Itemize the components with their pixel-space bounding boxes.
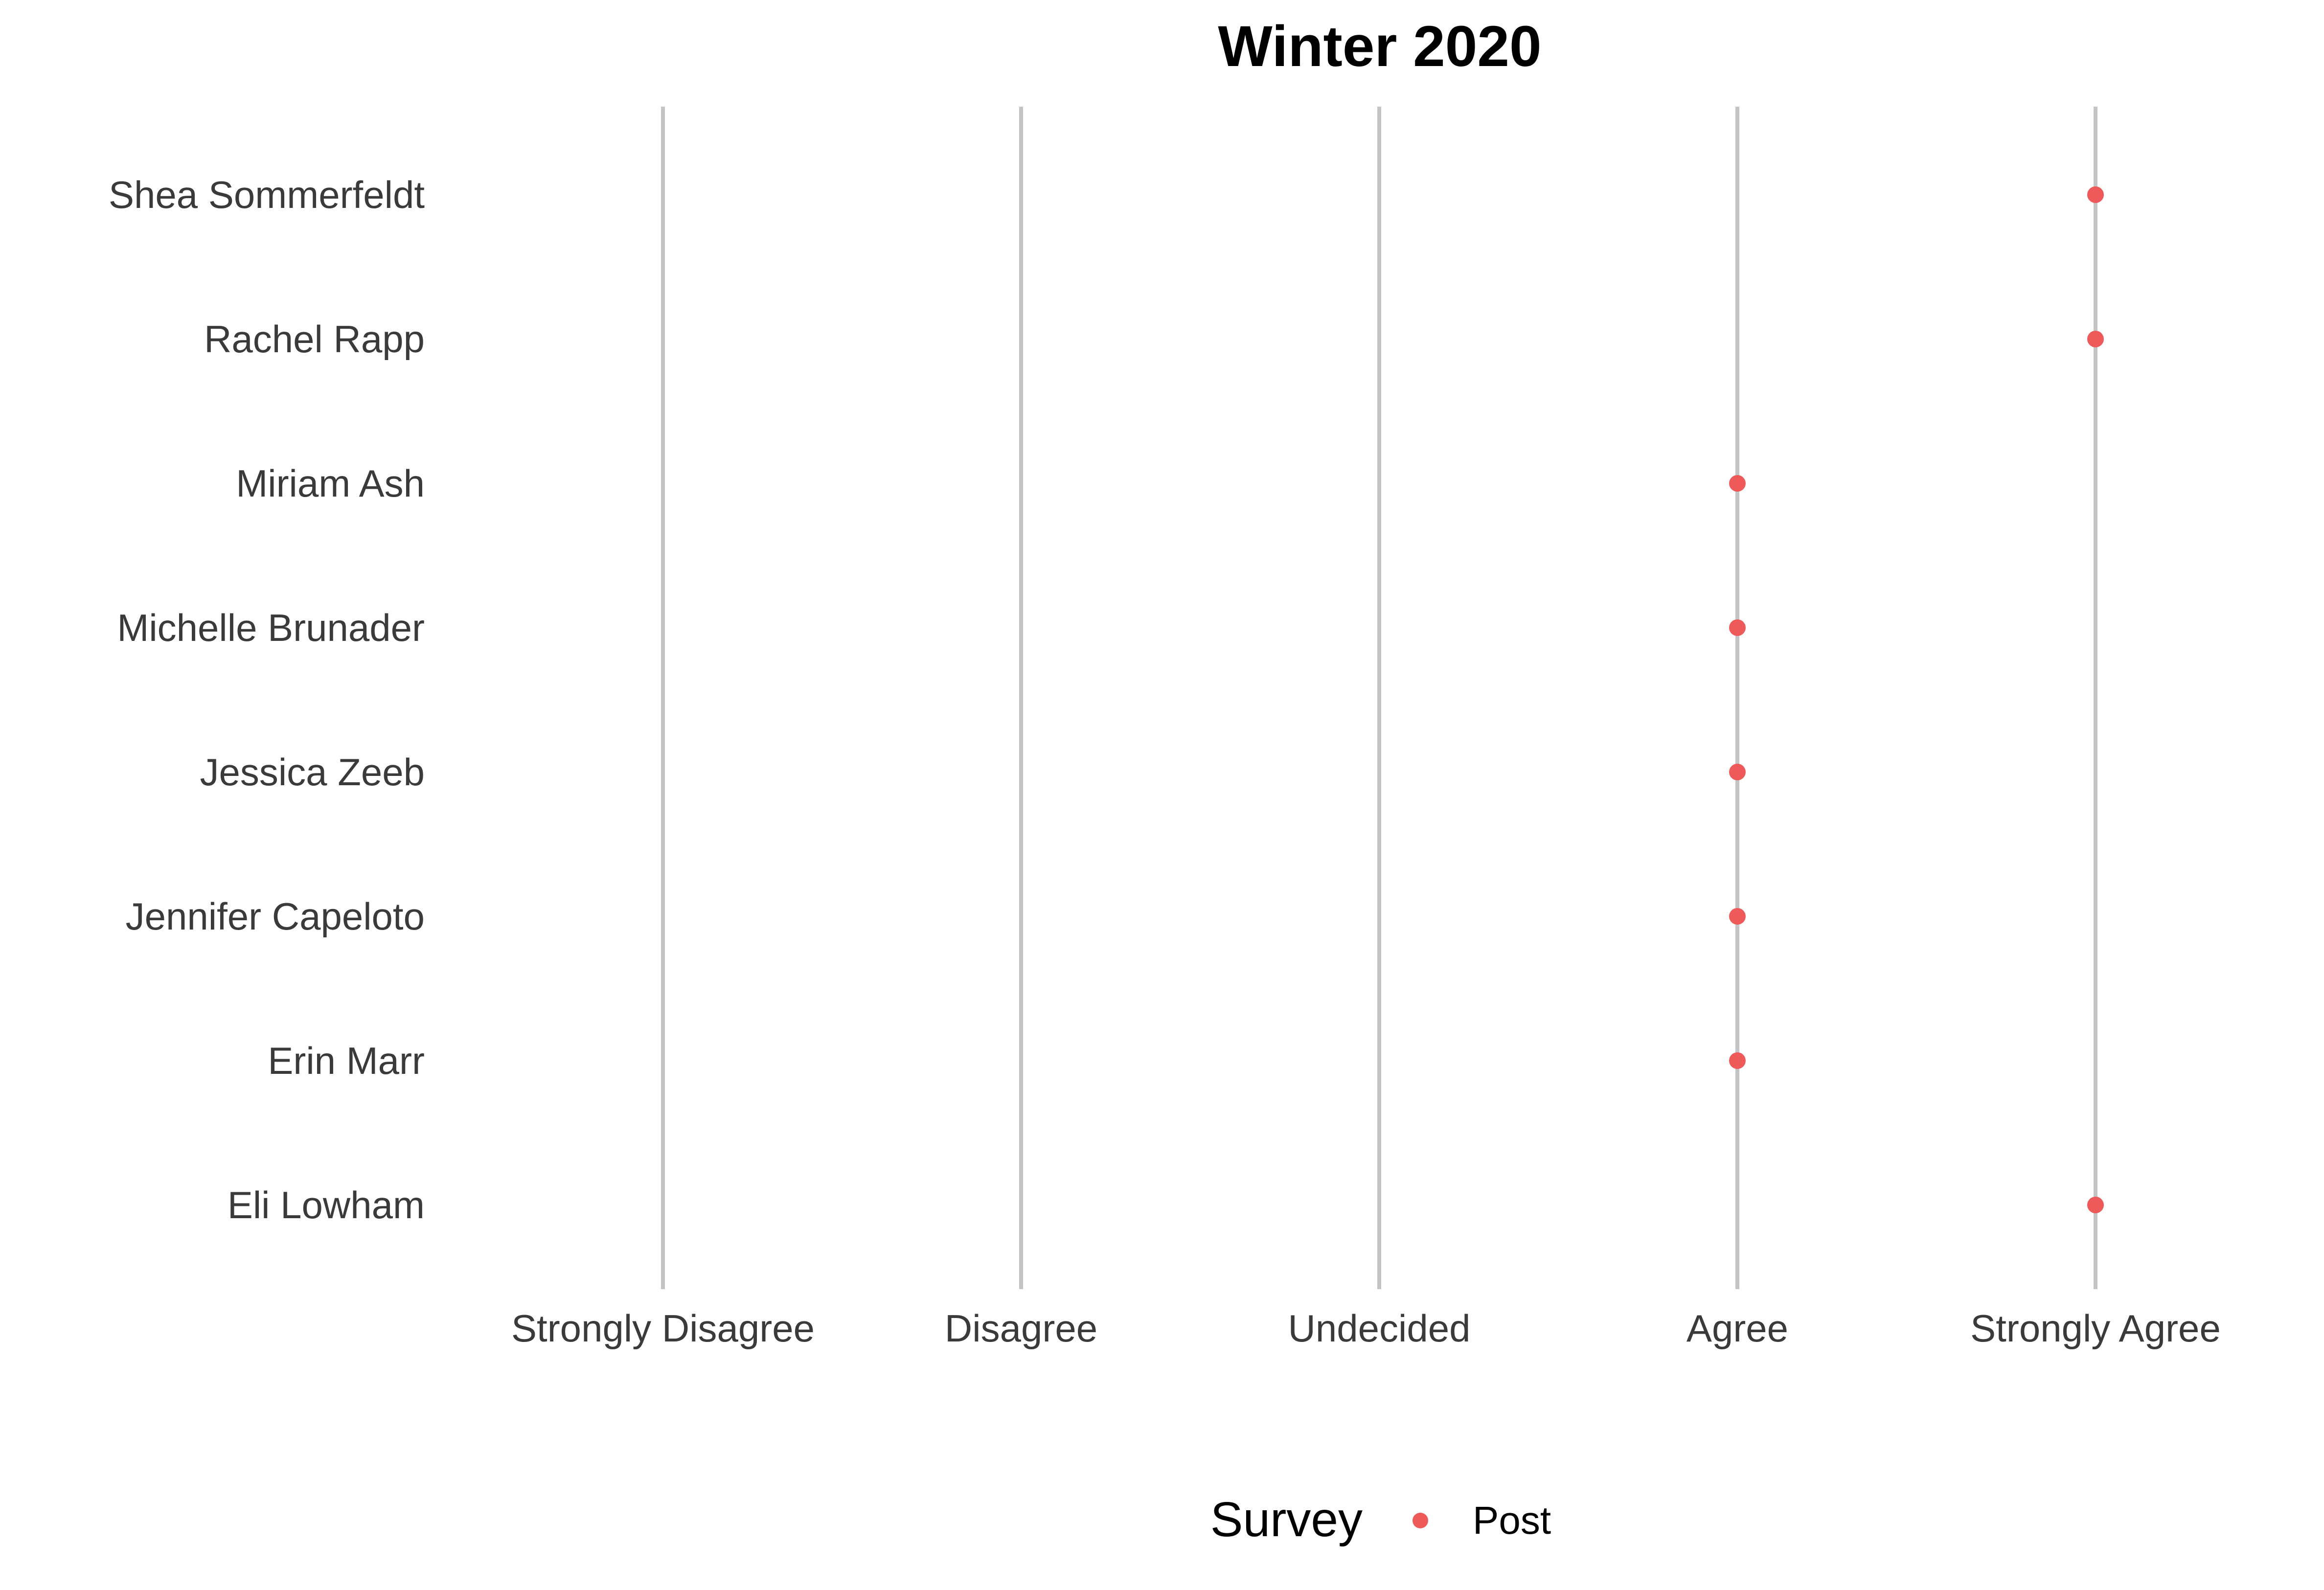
y-tick-shea-sommerfeldt: Shea Sommerfeldt — [109, 173, 425, 216]
point-rachel-rapp — [2087, 331, 2104, 347]
y-tick-eli-lowham: Eli Lowham — [228, 1183, 425, 1227]
point-jessica-zeeb — [1729, 764, 1746, 780]
y-axis-labels: Shea Sommerfeldt Rachel Rapp Miriam Ash Mic… — [109, 173, 425, 1227]
x-tick-undecided: Undecided — [1288, 1307, 1471, 1350]
grid-layer — [661, 107, 2097, 1289]
point-miriam-ash — [1729, 475, 1746, 492]
legend: Survey Post — [1210, 1492, 1551, 1547]
point-jennifer-capeloto — [1729, 908, 1746, 925]
y-tick-jessica-zeeb: Jessica Zeeb — [200, 750, 425, 794]
y-tick-michelle-brunader: Michelle Brunader — [117, 606, 425, 649]
point-erin-marr — [1729, 1052, 1746, 1069]
y-tick-jennifer-capeloto: Jennifer Capeloto — [126, 895, 425, 938]
chart-title: Winter 2020 — [1218, 14, 1541, 79]
y-tick-miriam-ash: Miriam Ash — [236, 462, 425, 505]
legend-key-post — [1413, 1513, 1428, 1528]
point-shea-sommerfeldt — [2087, 186, 2104, 203]
x-tick-agree: Agree — [1686, 1307, 1788, 1350]
data-points — [1729, 186, 2104, 1213]
y-tick-rachel-rapp: Rachel Rapp — [204, 318, 425, 361]
point-michelle-brunader — [1729, 619, 1746, 636]
x-tick-strongly-disagree: Strongly Disagree — [511, 1307, 815, 1350]
x-tick-disagree: Disagree — [945, 1307, 1097, 1350]
point-eli-lowham — [2087, 1197, 2104, 1213]
legend-label-post: Post — [1473, 1499, 1551, 1542]
x-axis-labels: Strongly Disagree Disagree Undecided Agree S… — [511, 1307, 2221, 1350]
y-tick-erin-marr: Erin Marr — [268, 1039, 425, 1082]
legend-title: Survey — [1210, 1492, 1363, 1547]
x-tick-strongly-agree: Strongly Agree — [1970, 1307, 2221, 1350]
